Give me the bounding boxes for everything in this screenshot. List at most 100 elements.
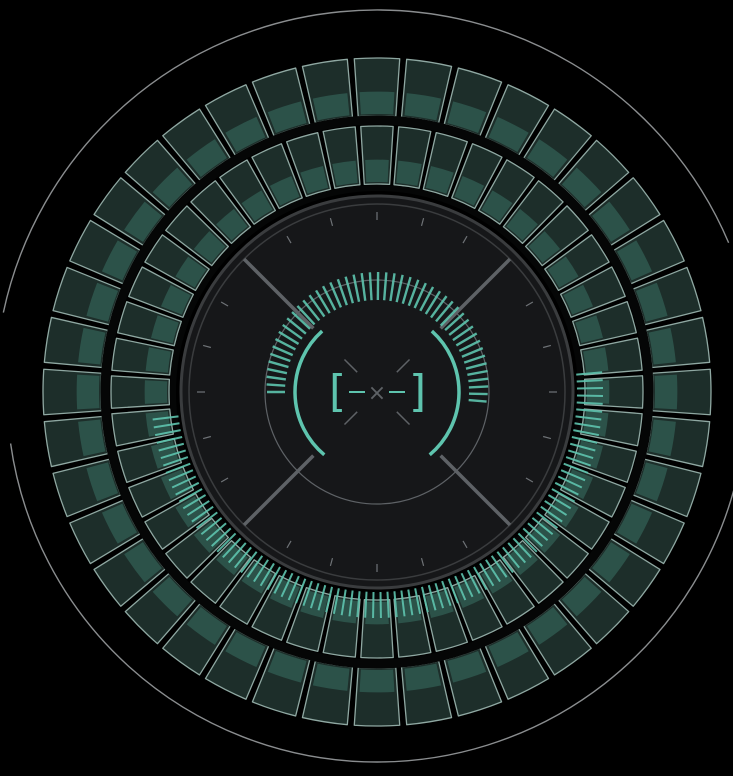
- dial-segment: [360, 272, 367, 301]
- accent-tick: [182, 494, 207, 510]
- outer-cell-highlight: [359, 91, 395, 115]
- dial-segment: [266, 375, 287, 381]
- dial-segment: [401, 276, 412, 305]
- dial-segment: [352, 274, 361, 303]
- outer-cell: [353, 666, 401, 727]
- accent-tick: [434, 582, 445, 609]
- dial-segment: [467, 369, 488, 377]
- accent-tick-band: [152, 185, 603, 618]
- accent-tick: [266, 566, 281, 591]
- inner-cell-highlight: [396, 160, 422, 186]
- inner-cell-highlight: [365, 601, 389, 625]
- accent-tick: [496, 551, 514, 574]
- accent-tick: [522, 527, 543, 547]
- inner-cell: [322, 126, 361, 189]
- accent-tick: [259, 562, 275, 587]
- inner-cell: [111, 337, 174, 376]
- inner-cell: [422, 132, 468, 198]
- dial-segment: [439, 306, 460, 327]
- inner-cell-highlight: [269, 176, 300, 206]
- dial-segment: [269, 352, 291, 363]
- core-tick: [525, 477, 534, 483]
- dial-segment: [286, 317, 307, 335]
- outer-cell: [251, 67, 311, 137]
- inner-cell: [190, 180, 252, 245]
- accent-tick: [567, 449, 594, 460]
- crosshair-line: [242, 454, 315, 527]
- divider-ring: [100, 115, 654, 669]
- outer-cell-ring: [42, 57, 712, 727]
- accent-tick: [162, 456, 189, 467]
- outer-cell-highlight: [527, 607, 568, 645]
- dial-segment: [444, 312, 465, 332]
- outer-cell: [632, 266, 702, 326]
- outer-cell: [43, 316, 109, 369]
- inner-cell: [559, 266, 626, 318]
- inner-cell-highlight: [151, 315, 179, 344]
- accent-tick: [317, 584, 327, 611]
- outer-arc-top: [2, 9, 730, 313]
- core-tick: [420, 557, 425, 567]
- dial-segment: [302, 299, 321, 322]
- accent-arc-right: [428, 329, 461, 457]
- outer-cell-highlight: [78, 327, 106, 365]
- accent-tick: [165, 462, 191, 474]
- outer-cell: [353, 57, 401, 118]
- accent-tick: [222, 537, 242, 558]
- accent-tick: [576, 379, 603, 383]
- core-tick: [202, 435, 212, 440]
- inner-cell: [360, 598, 394, 659]
- outer-cell-highlight: [152, 576, 193, 617]
- outer-cell-highlight: [592, 201, 630, 242]
- accent-tick: [273, 569, 288, 594]
- inner-cell: [451, 143, 503, 210]
- outer-cell: [43, 415, 109, 468]
- inner-cell-highlight: [160, 284, 191, 315]
- dial-segment: [282, 323, 303, 340]
- inner-cell: [110, 375, 171, 409]
- accent-tick: [168, 469, 194, 482]
- core-tick: [286, 235, 292, 244]
- accent-tick: [460, 572, 474, 598]
- outer-cell-highlight: [267, 650, 307, 683]
- dial-segment: [268, 360, 289, 369]
- dial-segment: [368, 272, 373, 301]
- inner-cell-highlight: [175, 256, 207, 288]
- accent-tick: [565, 456, 592, 467]
- accent-tick: [191, 505, 214, 523]
- inner-cell: [524, 205, 589, 267]
- outer-cell-highlight: [488, 631, 529, 668]
- dial-segment: [419, 286, 435, 312]
- inner-cell-highlight: [454, 175, 485, 206]
- inner-cell: [477, 159, 535, 225]
- accent-tick: [386, 591, 390, 618]
- accent-tick: [152, 415, 179, 421]
- core-tick: [202, 344, 212, 349]
- accent-tick: [309, 582, 320, 609]
- center-cross-icon: ×: [368, 381, 386, 406]
- accent-tick: [171, 475, 197, 489]
- inner-cell: [583, 375, 644, 409]
- reticle-diagonal: [396, 358, 411, 373]
- accent-tick: [560, 469, 586, 482]
- accent-tick: [540, 505, 563, 523]
- reticle-diagonal: [396, 411, 411, 426]
- accent-tick: [364, 591, 368, 618]
- outer-cell-highlight: [267, 101, 307, 134]
- outer-cell-highlight: [447, 101, 487, 134]
- accent-tick: [547, 494, 572, 510]
- outer-cell-highlight: [616, 240, 653, 281]
- outer-cell-highlight: [312, 663, 350, 691]
- outer-cell: [632, 458, 702, 518]
- accent-tick: [544, 500, 568, 516]
- accent-tick: [158, 442, 185, 452]
- dial-segment: [389, 273, 396, 302]
- accent-tick: [563, 462, 589, 474]
- accent-tick: [517, 532, 538, 553]
- accent-tick: [195, 511, 218, 529]
- inner-divider: [170, 185, 584, 599]
- accent-tick: [200, 517, 223, 536]
- outer-cell-highlight: [648, 327, 676, 365]
- outer-cell-highlight: [152, 167, 193, 208]
